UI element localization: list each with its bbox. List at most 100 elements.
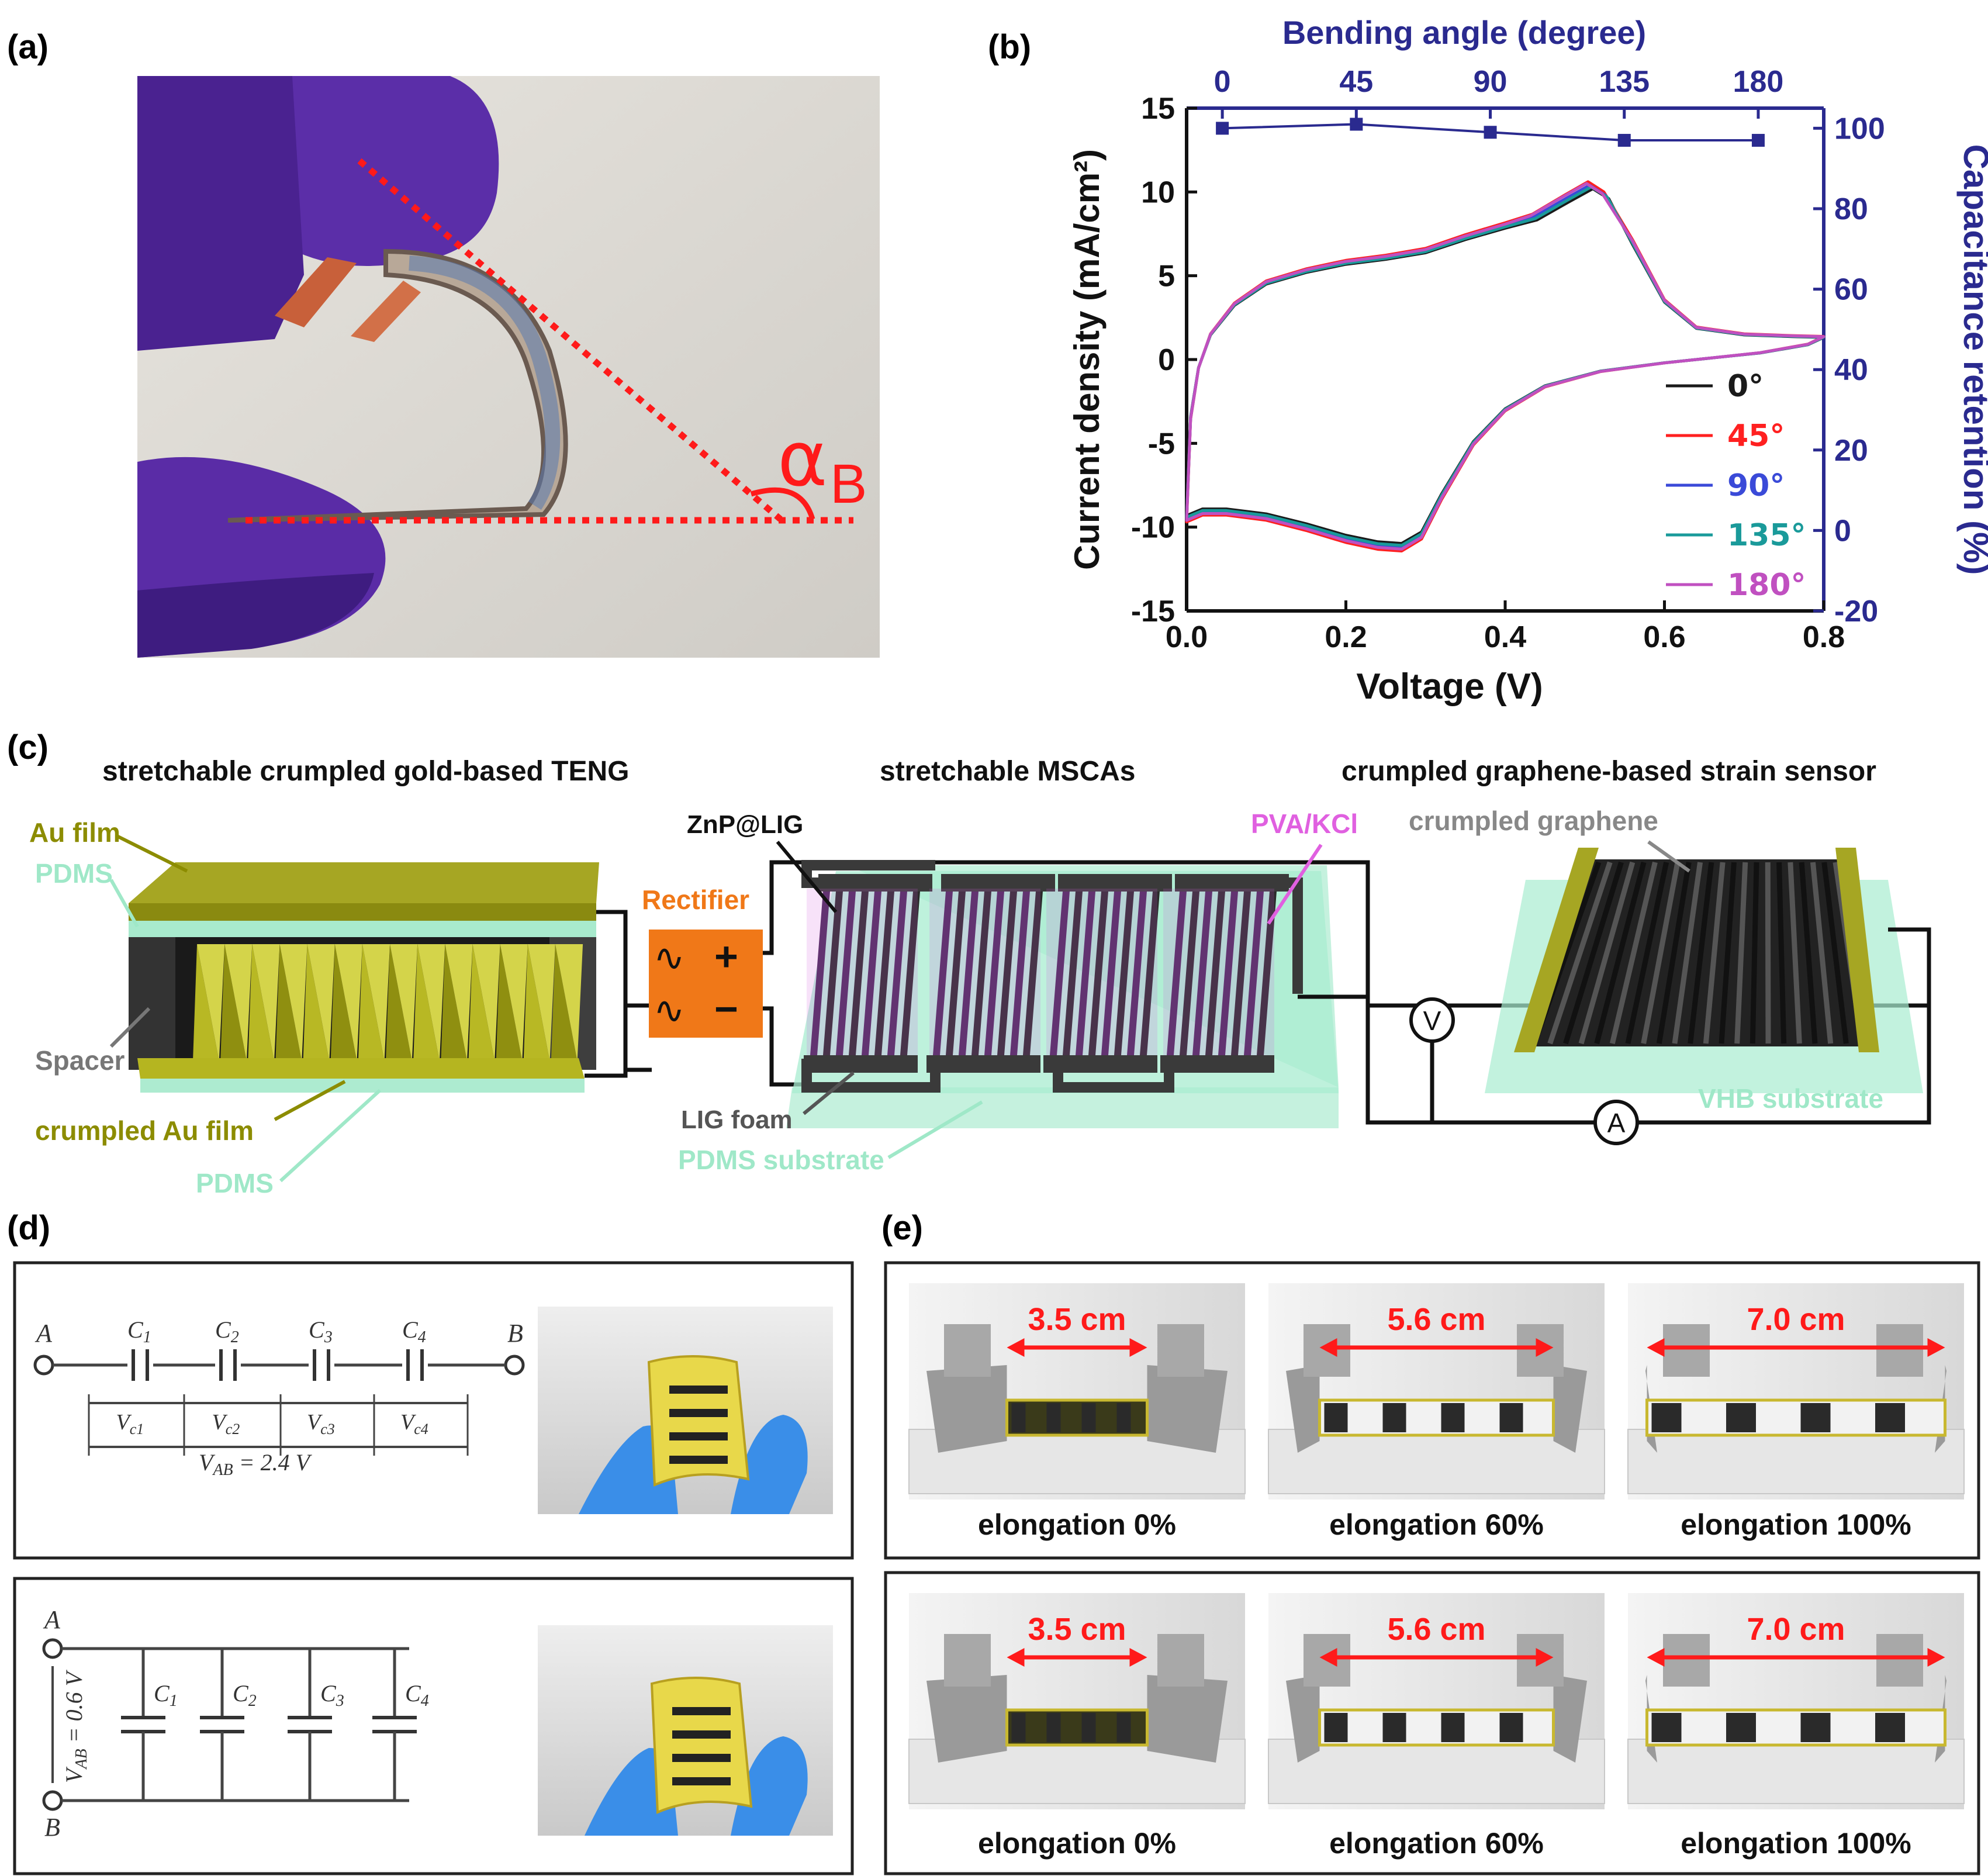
y-right-tick-label: 0 (1834, 514, 1851, 548)
cap-letter: C (233, 1680, 249, 1706)
au-fold-face (500, 944, 528, 1061)
vc-sub: c4 (414, 1421, 428, 1438)
vab-parallel-label: VAB = 0.6 V (61, 1669, 91, 1783)
sensor-rib (1788, 862, 1802, 1044)
vc-sub: c2 (226, 1421, 240, 1438)
sensor-electrode-left (1514, 848, 1599, 1052)
au-fold-face (417, 944, 445, 1061)
y-right-tick-label: 60 (1834, 273, 1868, 307)
y-right-tick-label: 100 (1834, 112, 1885, 146)
sensor-rib (1799, 862, 1818, 1044)
cap-letter: C (405, 1680, 421, 1706)
device-segment (1441, 1403, 1465, 1432)
rectifier-box (649, 930, 763, 1038)
msca-collector-top (1175, 874, 1289, 892)
sensor-rib (1672, 862, 1703, 1044)
vc-sub: c3 (320, 1421, 335, 1438)
series-cap-label: C3 (309, 1317, 333, 1346)
au-fold (551, 944, 578, 1061)
panel-e-elongation: 3.5 cm elongation 0% 5.6 cm elongation 60% 7… (884, 1261, 1980, 1875)
wire-teng-bottom (585, 994, 652, 1078)
crumpled-graphene-sensor (1526, 859, 1868, 1046)
msca-collector-top (1058, 874, 1172, 892)
upper-glove-finger (269, 76, 499, 266)
msca-substrate-base (792, 871, 1339, 1093)
y-tick-label: -10 (1131, 511, 1175, 545)
node-a-label-parallel: A (43, 1605, 61, 1634)
length-arrow-head (1319, 1648, 1337, 1667)
pva-arrow (1267, 844, 1323, 925)
vc-label: Vc2 (212, 1410, 240, 1438)
wire-msca-bottom (1298, 994, 1931, 1125)
msca-finger (1063, 892, 1083, 1055)
retention-point (1751, 134, 1765, 147)
series-cap-gap (402, 1345, 428, 1386)
msca-electrolyte (807, 889, 918, 1055)
pdms-top-arrow (109, 879, 139, 928)
voltmeter-letter: V (1423, 1006, 1441, 1036)
device-segment (1046, 1403, 1061, 1432)
angle-subscript: B (830, 453, 867, 515)
sensor-rib (1594, 861, 1647, 1045)
clamp-left (1286, 1675, 1320, 1763)
msca-finger (1140, 892, 1160, 1055)
chart-top-axis-title: Bending angle (degree) (1282, 14, 1646, 51)
rectifier-wave-1: ∿ (654, 937, 685, 980)
device-segment (1382, 1403, 1406, 1432)
au-fold (523, 944, 550, 1061)
length-arrow-head (1927, 1338, 1945, 1357)
crumpled-au-arrow (274, 1080, 346, 1121)
au-fold (386, 944, 412, 1061)
vc-letter: V (307, 1410, 323, 1435)
msca-finger (1101, 892, 1121, 1055)
series-cap-label: C1 (127, 1317, 151, 1346)
device-segment (1651, 1403, 1682, 1432)
vc-letter: V (400, 1410, 416, 1435)
length-arrow-head (1129, 1648, 1147, 1667)
device-segment (1116, 1403, 1131, 1432)
clamp-left-post (1663, 1324, 1710, 1377)
parallel-cap-label: C4 (405, 1680, 429, 1710)
msca-finger (1231, 892, 1251, 1055)
elongation-caption: elongation 60% (1329, 1508, 1544, 1541)
msca-finger (810, 892, 830, 1055)
ruler (1627, 1429, 1965, 1494)
teng-title: stretchable crumpled gold-based TENG (102, 756, 630, 787)
length-label: 5.6 cm (1387, 1612, 1485, 1647)
msca-finger (1257, 892, 1277, 1055)
au-film-arrow (116, 834, 188, 873)
au-fold-face (390, 944, 418, 1061)
sensor-rib (1656, 862, 1692, 1044)
rectifier-label: Rectifier (642, 885, 749, 915)
vab-series-label: VAB = 2.4 V (199, 1449, 313, 1479)
device-segment (1499, 1713, 1523, 1742)
series-photo-device (647, 1355, 750, 1487)
au-fold (275, 944, 302, 1061)
angle-symbol: α (777, 414, 828, 503)
msca-finger (997, 892, 1017, 1055)
length-arrow-head (1536, 1338, 1554, 1357)
panel-c-schematic: stretchable crumpled gold-based TENG str… (29, 756, 1931, 1198)
msca-finger (1114, 892, 1134, 1055)
node-b-parallel (42, 1790, 63, 1811)
x-top-tick-label: 180 (1733, 65, 1784, 99)
teng-device (129, 862, 599, 1093)
chart-y-axis-title: Current density (mA/cm²) (1067, 149, 1107, 570)
series-cap-label: C2 (215, 1317, 239, 1346)
cap-letter: C (215, 1317, 231, 1343)
elongation-photos: 3.5 cm elongation 0% 5.6 cm elongation 60% 7… (908, 1283, 1965, 1860)
sensor-rib (1810, 862, 1834, 1044)
panel-label-e: (e) (881, 1209, 923, 1247)
msca-collector-top (818, 874, 932, 892)
x-tick-label: 0.4 (1484, 620, 1526, 654)
x-tick-label: 0.6 (1643, 620, 1685, 654)
au-fold (330, 944, 357, 1061)
msca-finger (1205, 892, 1225, 1055)
au-fold (248, 944, 275, 1061)
clamp-left-post (1663, 1634, 1710, 1687)
sensor-rib (1750, 862, 1759, 1044)
parallel-cap-label: C2 (233, 1680, 257, 1710)
au-fold-face (362, 944, 390, 1061)
crumpled-graphene-arrow (1647, 840, 1690, 873)
msca-collector-bottom (1160, 1055, 1274, 1073)
